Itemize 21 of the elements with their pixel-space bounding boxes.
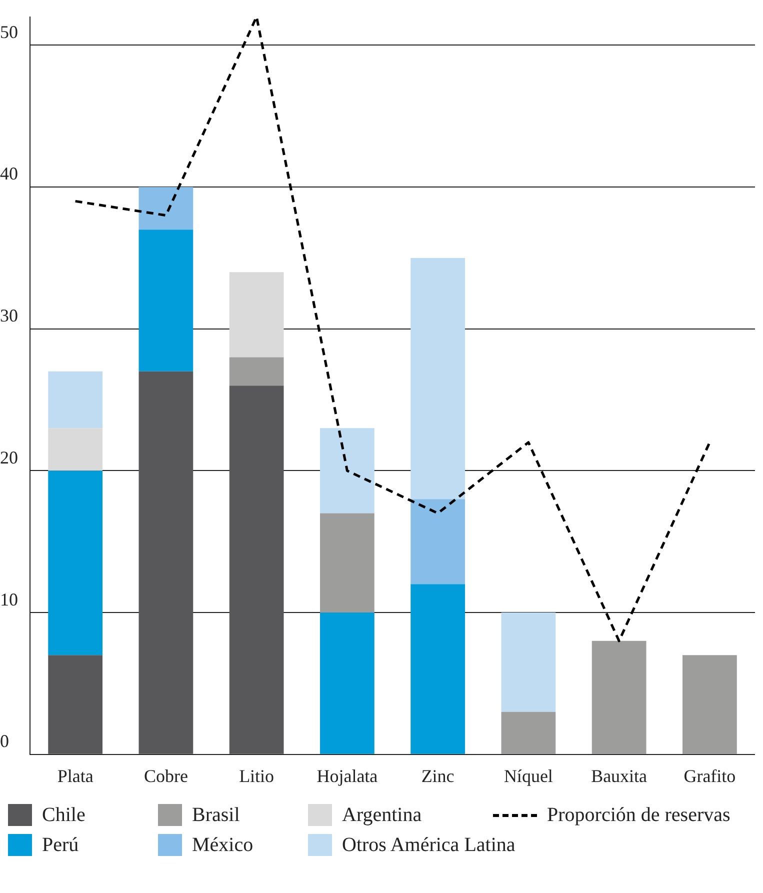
- x-tick-label: Litio: [239, 766, 274, 786]
- y-tick-label: 50: [0, 22, 18, 42]
- legend-label: México: [192, 834, 254, 856]
- legend-label: Argentina: [342, 804, 422, 826]
- legend-label: Perú: [42, 834, 79, 856]
- legend-label: Otros América Latina: [342, 834, 516, 856]
- y-tick-label: 0: [0, 731, 9, 752]
- y-tick-label: 10: [0, 589, 18, 610]
- y-tick-label: 30: [0, 306, 18, 326]
- x-tick-label: Grafito: [684, 766, 736, 786]
- y-tick-label: 20: [0, 447, 18, 468]
- x-tick-label: Zinc: [421, 766, 454, 786]
- x-tick-label: Níquel: [504, 766, 553, 786]
- legend-label: Brasil: [192, 804, 240, 826]
- legend-label: Proporción de reservas: [547, 804, 730, 826]
- x-tick-label: Hojalata: [316, 766, 378, 786]
- legend-label: Chile: [42, 804, 86, 826]
- x-tick-label: Cobre: [144, 766, 188, 786]
- x-tick-label: Plata: [57, 766, 94, 786]
- x-tick-label: Bauxita: [591, 766, 648, 786]
- y-tick-label: 40: [0, 164, 18, 184]
